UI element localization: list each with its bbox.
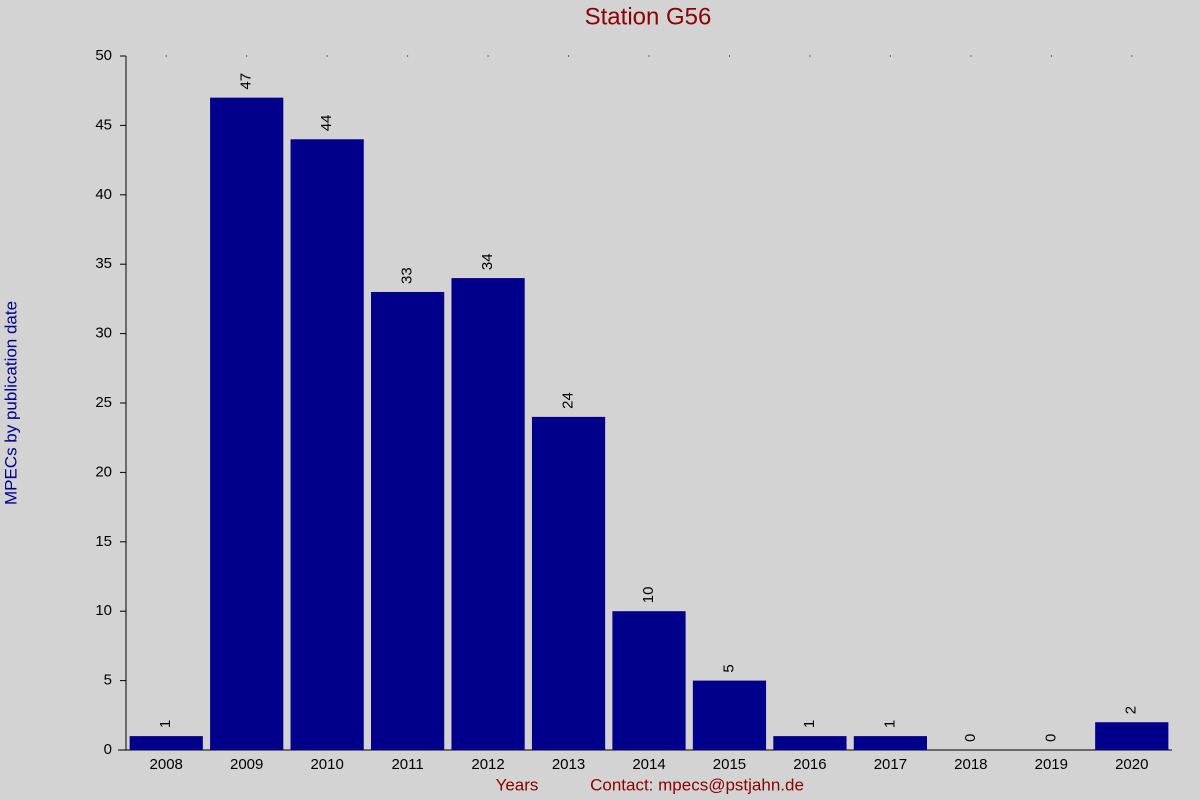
chart-title: Station G56: [585, 3, 712, 30]
y-tick-label: 5: [104, 672, 112, 689]
value-label: 2: [1123, 706, 1140, 714]
top-dot: [809, 55, 811, 57]
y-tick-label: 10: [95, 602, 112, 619]
value-label: 33: [399, 267, 416, 284]
x-tick-label: 2010: [310, 756, 343, 773]
y-tick-label: 30: [95, 325, 112, 342]
x-tick-label: 2011: [391, 756, 423, 773]
value-label: 1: [157, 720, 174, 728]
y-tick-label: 40: [95, 186, 112, 203]
top-dot: [568, 55, 570, 57]
bar: [853, 736, 927, 750]
top-dot: [1131, 55, 1133, 57]
top-dot: [246, 55, 248, 57]
y-axis-label: MPECs by publication date: [1, 301, 20, 505]
bar: [129, 736, 203, 750]
bar: [210, 97, 284, 750]
y-tick-label: 0: [104, 741, 112, 758]
y-tick-label: 35: [95, 255, 112, 272]
value-label: 5: [720, 664, 737, 672]
x-tick-label: 2013: [552, 756, 585, 773]
x-tick-label: 2009: [230, 756, 263, 773]
bar: [1095, 722, 1169, 750]
top-dot: [970, 55, 972, 57]
x-axis-label: Years: [496, 775, 539, 794]
top-dot: [648, 55, 650, 57]
y-tick-label: 20: [95, 463, 112, 480]
value-label: 47: [238, 73, 255, 90]
x-tick-label: 2019: [1035, 756, 1068, 773]
y-tick-label: 25: [95, 394, 112, 411]
bar: [290, 139, 364, 750]
top-dot: [728, 55, 730, 57]
value-label: 0: [962, 734, 979, 742]
value-label: 0: [1042, 734, 1059, 742]
x-tick-label: 2018: [954, 756, 987, 773]
top-dot: [165, 55, 167, 57]
bar: [531, 416, 606, 750]
x-tick-label: 2014: [632, 756, 665, 773]
top-dot: [889, 55, 891, 57]
x-tick-label: 2008: [150, 756, 183, 773]
value-label: 24: [560, 392, 577, 409]
footer: Contact: mpecs@pstjahn.de: [590, 775, 804, 794]
value-label: 1: [881, 720, 898, 728]
x-tick-label: 2017: [874, 756, 907, 773]
x-tick-label: 2012: [471, 756, 504, 773]
value-label: 1: [801, 720, 818, 728]
value-label: 34: [479, 253, 496, 270]
x-tick-label: 2016: [793, 756, 826, 773]
top-dot: [326, 55, 328, 57]
bar: [773, 736, 847, 750]
bar: [692, 680, 767, 750]
value-label: 10: [640, 587, 657, 604]
y-tick-label: 50: [95, 47, 112, 64]
y-tick-label: 45: [95, 116, 112, 133]
y-tick-label: 15: [95, 533, 112, 550]
top-dot: [1050, 55, 1052, 57]
x-tick-label: 2015: [713, 756, 746, 773]
value-label: 44: [318, 115, 335, 132]
bar: [371, 291, 445, 750]
bar: [612, 611, 686, 750]
bar: [451, 278, 525, 750]
top-dot: [487, 55, 489, 57]
top-dot: [407, 55, 409, 57]
x-tick-label: 2020: [1115, 756, 1148, 773]
